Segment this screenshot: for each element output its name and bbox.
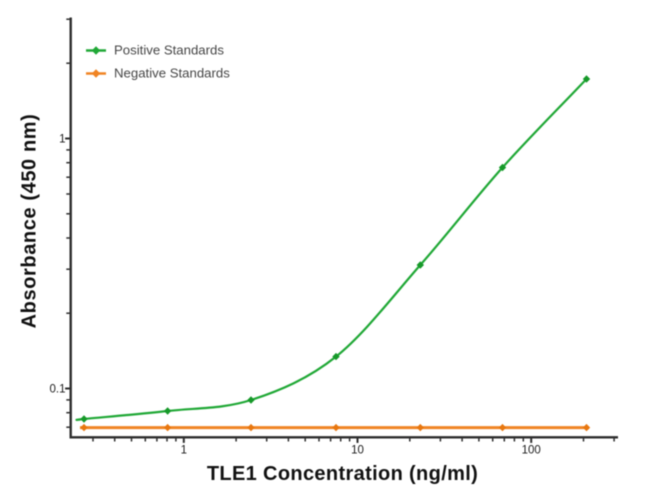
svg-text:Positive Standards: Positive Standards (114, 43, 224, 58)
svg-text:1: 1 (181, 445, 187, 457)
svg-text:Negative Standards: Negative Standards (114, 66, 230, 81)
svg-text:100: 100 (522, 445, 541, 457)
svg-text:10: 10 (351, 445, 364, 457)
svg-text:TLE1 Concentration (ng/ml): TLE1 Concentration (ng/ml) (207, 463, 478, 485)
svg-text:1: 1 (59, 133, 65, 145)
svg-text:0.1: 0.1 (50, 383, 66, 395)
svg-text:Absorbance (450 nm): Absorbance (450 nm) (19, 114, 41, 329)
